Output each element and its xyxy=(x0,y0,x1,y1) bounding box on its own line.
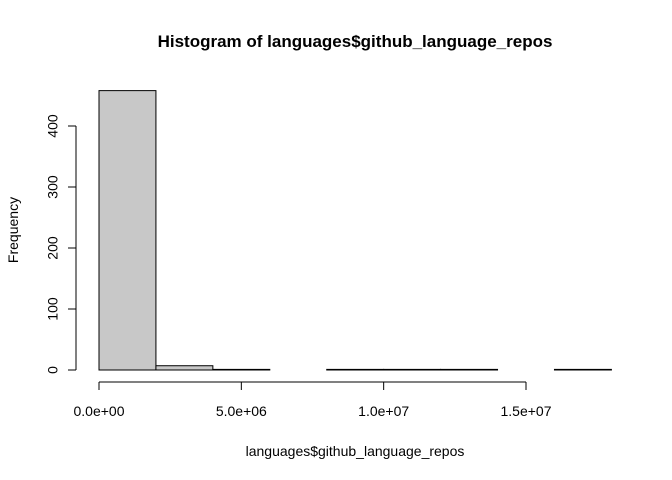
y-tick-label: 100 xyxy=(45,297,61,321)
chart-title: Histogram of languages$github_language_r… xyxy=(158,32,553,51)
x-axis: 0.0e+00 5.0e+06 1.0e+07 1.5e+07 xyxy=(74,381,552,419)
histogram-bar-8 xyxy=(553,368,612,371)
bars-group xyxy=(98,90,612,371)
y-tick-label: 300 xyxy=(45,175,61,199)
y-tick-label: 0 xyxy=(45,366,61,374)
histogram-bar-5 xyxy=(383,368,442,371)
x-tick-label: 1.0e+07 xyxy=(358,403,409,419)
y-axis: 0 100 200 300 400 xyxy=(45,114,77,374)
histogram-bar-6 xyxy=(440,368,499,371)
x-tick-label: 5.0e+06 xyxy=(216,403,267,419)
y-tick-label: 200 xyxy=(45,236,61,260)
histogram-bar-2 xyxy=(212,368,271,371)
y-axis-label: Frequency xyxy=(5,197,21,263)
x-tick-label: 1.5e+07 xyxy=(501,403,552,419)
y-tick-label: 400 xyxy=(45,114,61,138)
x-tick-label: 0.0e+00 xyxy=(74,403,125,419)
histogram-bar-0 xyxy=(98,90,157,371)
histogram-bar-1 xyxy=(155,365,214,371)
x-axis-label: languages$github_language_repos xyxy=(246,443,465,459)
histogram-bar-4 xyxy=(326,368,385,371)
